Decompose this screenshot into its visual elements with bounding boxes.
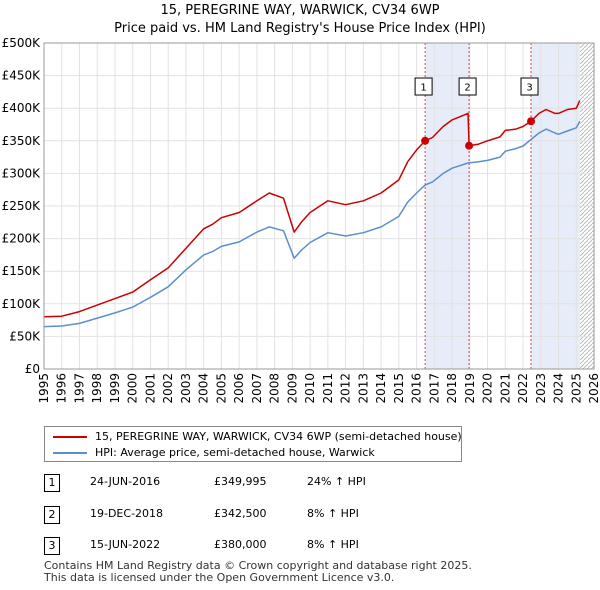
x-tick-label: 2025 bbox=[569, 373, 583, 404]
x-tick-label: 1995 bbox=[37, 373, 51, 404]
x-tick-label: 2022 bbox=[516, 373, 530, 404]
sale-price: £349,995 bbox=[214, 475, 267, 488]
x-tick-label: 2006 bbox=[232, 373, 246, 404]
x-tick-label: 2024 bbox=[552, 373, 566, 404]
x-tick-label: 2023 bbox=[534, 373, 548, 404]
x-tick-label: 2018 bbox=[445, 373, 459, 404]
y-tick-label: £250K bbox=[2, 199, 42, 213]
chart-canvas: 1 2 3 £0 £50K £100K £150K £200K £250K £300K £350K… bbox=[2, 36, 600, 404]
x-tick-label: 1999 bbox=[108, 373, 122, 404]
sale-date: 19-DEC-2018 bbox=[90, 507, 164, 520]
plot-frame bbox=[43, 42, 595, 370]
y-tick-label: £300K bbox=[2, 166, 42, 180]
sale-label-3: 3 bbox=[526, 83, 532, 94]
y-tick-label: £0 bbox=[25, 362, 40, 376]
x-tick-label: 2015 bbox=[392, 373, 406, 404]
x-tick-label: 1997 bbox=[72, 373, 86, 404]
sale-price: £342,500 bbox=[214, 507, 267, 520]
sale-label-box-3 bbox=[520, 77, 539, 96]
series-line-hpi bbox=[43, 120, 581, 328]
sale-label-box-1 bbox=[414, 77, 433, 96]
x-tick-label: 2010 bbox=[303, 373, 317, 404]
sale-date: 24-JUN-2016 bbox=[90, 475, 161, 488]
x-tick-label: 2007 bbox=[250, 373, 264, 404]
x-tick-label: 2011 bbox=[321, 373, 335, 404]
x-tick-label: 2017 bbox=[427, 373, 441, 404]
sale-hpi-change: 8% ↑ HPI bbox=[307, 538, 359, 551]
x-tick-label: 2005 bbox=[214, 373, 228, 404]
y-tick-label: £450K bbox=[2, 69, 42, 83]
y-tick-label: £50K bbox=[9, 329, 41, 343]
chart-title: 15, PEREGRINE WAY, WARWICK, CV34 6WP Pri… bbox=[0, 2, 600, 38]
sale-number: 2 bbox=[44, 506, 60, 524]
y-tick-label: £400K bbox=[2, 101, 42, 115]
footer-line-1: Contains HM Land Registry data © Crown c… bbox=[44, 559, 472, 572]
x-tick-label: 2001 bbox=[143, 373, 157, 404]
title-line-2: Price paid vs. HM Land Registry's House … bbox=[114, 21, 486, 36]
sale-label-1: 1 bbox=[420, 83, 426, 94]
sale-point-2 bbox=[465, 141, 474, 150]
x-tick-label: 1998 bbox=[90, 373, 104, 404]
y-tick-label: £500K bbox=[2, 36, 42, 50]
x-tick-label: 2026 bbox=[587, 373, 600, 404]
x-tick-label: 2000 bbox=[126, 373, 140, 404]
sale-hpi-change: 24% ↑ HPI bbox=[307, 475, 366, 488]
y-tick-label: £350K bbox=[2, 134, 42, 148]
footer-line-2: This data is licensed under the Open Gov… bbox=[44, 571, 395, 584]
x-tick-label: 2004 bbox=[197, 373, 211, 404]
sale-number: 1 bbox=[44, 474, 60, 492]
sale-label-2: 2 bbox=[464, 83, 470, 94]
title-line-1: 15, PEREGRINE WAY, WARWICK, CV34 6WP bbox=[160, 3, 440, 18]
sale-hpi-change: 8% ↑ HPI bbox=[307, 507, 359, 520]
footer: Contains HM Land Registry data © Crown c… bbox=[44, 560, 472, 584]
y-tick-label: £100K bbox=[2, 297, 42, 311]
legend-swatch-hpi bbox=[53, 452, 87, 454]
x-tick-label: 2021 bbox=[498, 373, 512, 404]
sale-label-box-2 bbox=[458, 77, 477, 96]
y-tick-label: £200K bbox=[2, 232, 42, 246]
series-line-property bbox=[43, 100, 581, 318]
sale-number: 3 bbox=[44, 537, 60, 555]
y-tick-label: £150K bbox=[2, 264, 42, 278]
legend-label-property: 15, PEREGRINE WAY, WARWICK, CV34 6WP (se… bbox=[95, 430, 462, 443]
x-tick-label: 2013 bbox=[356, 373, 370, 404]
legend-label-hpi: HPI: Average price, semi-detached house,… bbox=[95, 446, 375, 459]
sale-date: 15-JUN-2022 bbox=[90, 538, 161, 551]
x-tick-label: 2016 bbox=[410, 373, 424, 404]
x-tick-label: 2019 bbox=[463, 373, 477, 404]
sale-point-1 bbox=[421, 136, 430, 145]
x-tick-label: 2003 bbox=[179, 373, 193, 404]
x-tick-label: 2002 bbox=[161, 373, 175, 404]
sale-price: £380,000 bbox=[214, 538, 267, 551]
x-tick-label: 2012 bbox=[339, 373, 353, 404]
x-tick-label: 2014 bbox=[374, 373, 388, 404]
legend: 15, PEREGRINE WAY, WARWICK, CV34 6WP (se… bbox=[44, 426, 462, 462]
legend-swatch-property bbox=[53, 436, 87, 438]
sale-point-3 bbox=[527, 117, 536, 126]
x-tick-label: 2020 bbox=[481, 373, 495, 404]
x-tick-label: 2008 bbox=[268, 373, 282, 404]
x-tick-label: 2009 bbox=[285, 373, 299, 404]
x-tick-label: 1996 bbox=[55, 373, 69, 404]
